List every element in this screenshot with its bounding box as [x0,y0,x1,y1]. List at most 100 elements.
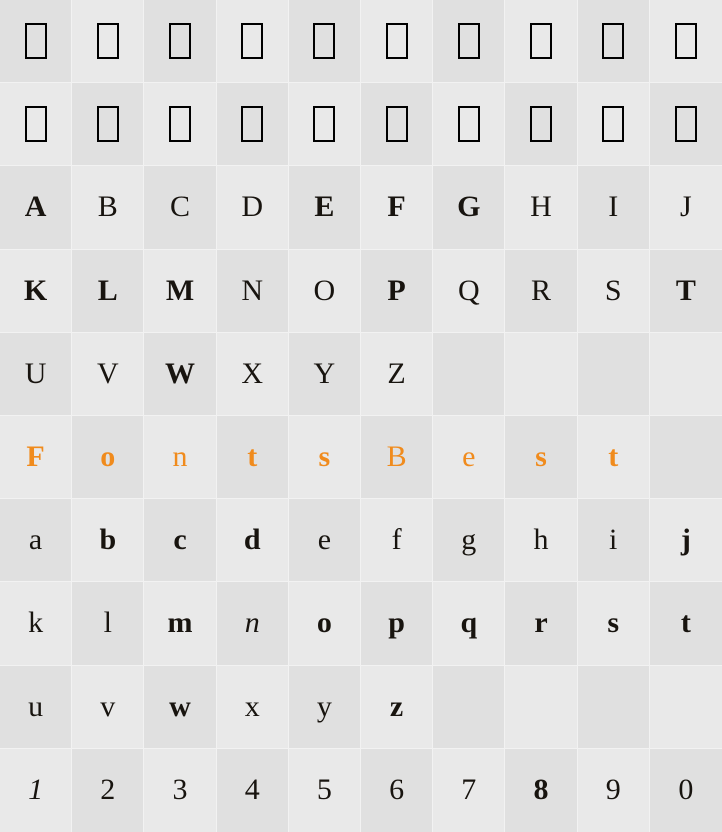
charmap-cell [650,666,722,749]
charmap-cell: 3 [144,749,216,832]
glyph: C [170,190,190,224]
charmap-cell [650,0,722,83]
glyph: O [314,274,336,308]
charmap-cell: 7 [433,749,505,832]
charmap-cell: t [650,582,722,665]
charmap-cell: K [0,250,72,333]
charmap-cell: M [144,250,216,333]
charmap-cell [578,333,650,416]
charmap-cell: L [72,250,144,333]
missing-glyph-box [675,106,697,142]
charmap-cell: V [72,333,144,416]
glyph: 4 [245,773,260,807]
glyph: G [457,190,480,224]
charmap-cell: 5 [289,749,361,832]
charmap-cell: h [505,499,577,582]
charmap-cell: 0 [650,749,722,832]
charmap-cell: n [217,582,289,665]
glyph: i [609,523,617,557]
charmap-cell [650,416,722,499]
watermark-glyph: o [100,440,115,474]
charmap-cell: n [144,416,216,499]
charmap-cell: s [289,416,361,499]
charmap-cell: J [650,166,722,249]
charmap-cell: D [217,166,289,249]
glyph: w [169,690,191,724]
charmap-cell [433,333,505,416]
missing-glyph-box [97,106,119,142]
charmap-cell: f [361,499,433,582]
glyph: J [680,190,692,224]
glyph: Y [314,357,336,391]
missing-glyph-box [602,106,624,142]
watermark-glyph: t [247,440,257,474]
glyph: A [25,190,47,224]
missing-glyph-box [241,23,263,59]
glyph: s [607,606,619,640]
charmap-cell: b [72,499,144,582]
glyph: a [29,523,42,557]
charmap-cell [72,83,144,166]
charmap-cell: B [361,416,433,499]
glyph: Q [458,274,480,308]
glyph: v [100,690,115,724]
glyph: 6 [389,773,404,807]
charmap-cell [433,83,505,166]
charmap-cell [578,0,650,83]
charmap-cell [650,333,722,416]
charmap-cell [72,0,144,83]
glyph: N [241,274,263,308]
glyph: 3 [172,773,187,807]
missing-glyph-box [97,23,119,59]
glyph: R [531,274,551,308]
charmap-cell: t [217,416,289,499]
glyph: d [244,523,261,557]
charmap-cell: l [72,582,144,665]
charmap-cell [505,83,577,166]
watermark-glyph: e [462,440,475,474]
charmap-cell: F [0,416,72,499]
glyph: b [99,523,116,557]
glyph: 5 [317,773,332,807]
watermark-glyph: B [387,440,407,474]
charmap-cell [217,83,289,166]
charmap-cell: s [578,582,650,665]
charmap-cell: H [505,166,577,249]
missing-glyph-box [313,23,335,59]
charmap-cell: s [505,416,577,499]
charmap-cell: B [72,166,144,249]
charmap-cell: u [0,666,72,749]
glyph: 1 [28,773,43,807]
charmap-cell [361,83,433,166]
charmap-cell [289,0,361,83]
charmap-cell: v [72,666,144,749]
charmap-cell [505,666,577,749]
glyph: 8 [533,773,548,807]
watermark-glyph: F [26,440,44,474]
charmap-cell: x [217,666,289,749]
charmap-cell: t [578,416,650,499]
glyph: H [530,190,552,224]
charmap-cell: Y [289,333,361,416]
missing-glyph-box [386,23,408,59]
charmap-grid: ABCDEFGHIJKLMNOPQRSTUVWXYZFontsBestabcde… [0,0,722,832]
glyph: e [318,523,331,557]
watermark-glyph: s [319,440,331,474]
charmap-cell: y [289,666,361,749]
missing-glyph-box [169,23,191,59]
glyph: f [392,523,402,557]
charmap-cell: 8 [505,749,577,832]
glyph: U [25,357,47,391]
glyph: F [387,190,405,224]
glyph: h [533,523,548,557]
charmap-cell: C [144,166,216,249]
charmap-cell: p [361,582,433,665]
glyph: p [388,606,405,640]
missing-glyph-box [169,106,191,142]
charmap-cell: T [650,250,722,333]
glyph: E [314,190,334,224]
glyph: j [681,523,691,557]
watermark-glyph: n [172,440,187,474]
missing-glyph-box [530,106,552,142]
charmap-cell [0,0,72,83]
